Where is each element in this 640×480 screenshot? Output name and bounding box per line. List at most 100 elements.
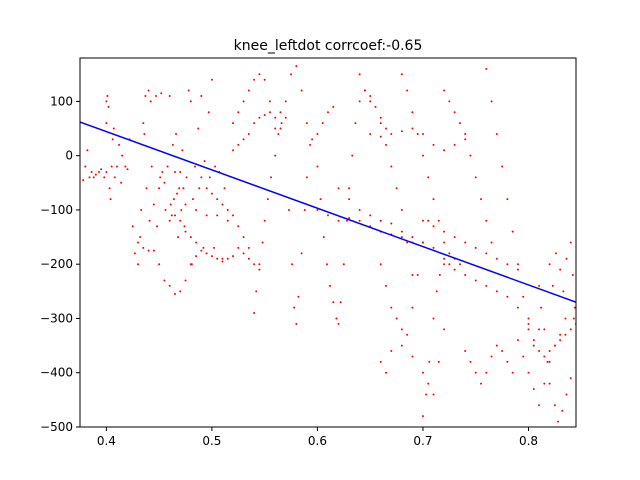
data-point bbox=[332, 301, 335, 304]
data-point bbox=[137, 263, 140, 266]
data-point bbox=[511, 371, 514, 374]
data-point bbox=[221, 203, 224, 206]
data-point bbox=[98, 170, 100, 173]
data-point bbox=[464, 132, 467, 135]
data-point bbox=[189, 100, 192, 103]
data-point bbox=[279, 111, 282, 114]
data-point bbox=[258, 263, 261, 266]
data-point bbox=[305, 176, 308, 179]
data-point bbox=[213, 246, 216, 249]
data-point bbox=[120, 181, 123, 184]
data-point bbox=[346, 219, 348, 222]
data-point bbox=[329, 284, 332, 287]
data-point bbox=[538, 404, 541, 407]
data-point bbox=[337, 219, 340, 222]
data-point bbox=[427, 176, 430, 179]
data-point bbox=[284, 100, 287, 103]
data-point bbox=[332, 105, 335, 108]
data-point bbox=[428, 360, 431, 363]
data-point bbox=[464, 241, 467, 244]
data-point bbox=[247, 89, 250, 92]
data-point bbox=[559, 339, 562, 342]
data-point bbox=[108, 187, 111, 190]
data-point bbox=[516, 339, 519, 342]
data-point bbox=[232, 149, 235, 152]
data-point bbox=[379, 116, 382, 119]
data-point bbox=[242, 100, 245, 103]
data-point bbox=[369, 100, 372, 103]
data-point bbox=[118, 143, 121, 146]
data-point bbox=[474, 279, 477, 282]
data-point bbox=[501, 350, 504, 353]
data-point bbox=[198, 187, 201, 190]
data-point bbox=[189, 263, 192, 266]
data-point bbox=[506, 295, 509, 298]
data-point bbox=[263, 78, 266, 81]
data-point bbox=[297, 295, 300, 298]
data-point bbox=[443, 230, 446, 233]
data-point bbox=[400, 328, 403, 331]
data-point bbox=[290, 73, 293, 76]
data-point bbox=[400, 130, 403, 133]
data-point bbox=[453, 111, 456, 114]
data-point bbox=[562, 290, 565, 293]
data-point bbox=[548, 263, 551, 266]
data-point bbox=[173, 170, 176, 173]
data-point bbox=[126, 168, 129, 171]
data-point bbox=[527, 371, 530, 374]
data-point bbox=[309, 143, 312, 146]
data-point bbox=[327, 214, 329, 217]
data-point bbox=[485, 252, 488, 255]
y-tick-label: −400 bbox=[40, 366, 73, 380]
data-point bbox=[303, 208, 306, 211]
data-point bbox=[164, 208, 167, 211]
data-point bbox=[400, 236, 403, 239]
data-point bbox=[551, 284, 554, 287]
data-point bbox=[495, 344, 498, 347]
data-point bbox=[109, 198, 112, 201]
data-point bbox=[516, 263, 519, 266]
data-point bbox=[311, 138, 314, 141]
data-point bbox=[511, 230, 514, 233]
data-point bbox=[145, 187, 148, 190]
data-point bbox=[406, 241, 409, 244]
y-tick-label: −500 bbox=[40, 420, 73, 434]
data-point bbox=[432, 225, 435, 228]
data-point bbox=[226, 208, 229, 211]
data-point bbox=[279, 127, 282, 130]
data-point bbox=[559, 268, 562, 271]
data-point bbox=[506, 263, 509, 266]
data-point bbox=[316, 208, 319, 211]
data-point bbox=[137, 241, 140, 244]
data-point bbox=[263, 113, 266, 116]
data-point bbox=[171, 143, 174, 146]
data-point bbox=[411, 306, 414, 309]
data-point bbox=[255, 290, 258, 293]
data-point bbox=[270, 176, 273, 179]
data-point bbox=[532, 339, 535, 342]
data-point bbox=[274, 154, 277, 157]
data-point bbox=[390, 350, 393, 353]
data-point bbox=[411, 355, 414, 358]
data-point bbox=[421, 132, 424, 135]
data-point bbox=[358, 208, 361, 211]
data-point bbox=[169, 203, 172, 206]
data-point bbox=[205, 252, 208, 255]
data-point bbox=[506, 360, 509, 363]
data-point bbox=[443, 257, 446, 260]
data-point bbox=[337, 187, 340, 190]
data-point bbox=[379, 135, 382, 138]
data-point bbox=[495, 257, 498, 260]
data-point bbox=[184, 203, 187, 206]
data-point bbox=[280, 122, 283, 125]
data-point bbox=[379, 219, 382, 222]
data-point bbox=[395, 187, 398, 190]
data-point bbox=[263, 219, 266, 222]
data-point bbox=[242, 138, 245, 141]
data-point bbox=[152, 249, 155, 252]
data-point bbox=[242, 252, 245, 255]
data-point bbox=[163, 279, 166, 282]
data-point bbox=[300, 89, 303, 92]
data-point bbox=[208, 176, 211, 179]
data-point bbox=[438, 274, 441, 277]
